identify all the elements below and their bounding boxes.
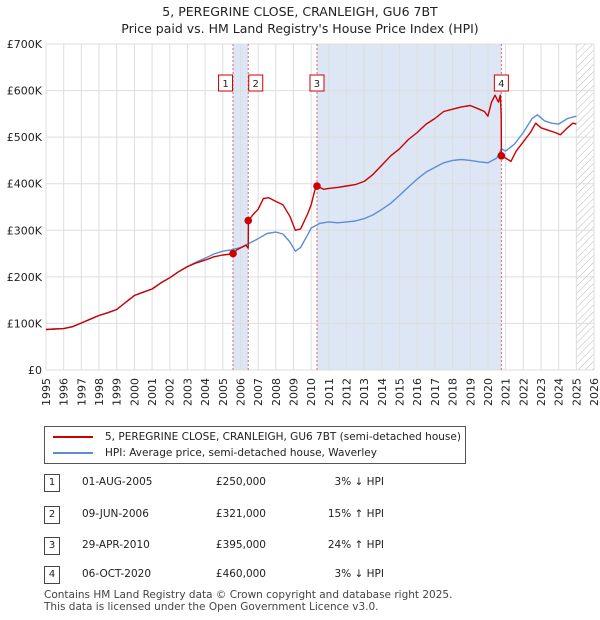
y-tick-label: £100K	[7, 317, 43, 330]
transaction-price: £460,000	[215, 568, 266, 580]
x-tick-label: 2021	[500, 378, 513, 406]
x-tick-label: 2016	[411, 378, 424, 406]
transaction-marker	[244, 216, 253, 225]
x-tick-label: 2007	[252, 378, 265, 406]
transaction-price: £321,000	[215, 508, 266, 520]
x-tick-label: 2012	[341, 378, 354, 406]
x-tick-label: 2019	[464, 378, 477, 406]
x-tick-label: 2024	[553, 378, 566, 406]
footer-copyright: Contains HM Land Registry data © Crown c…	[44, 589, 453, 601]
legend-item-hpi: HPI: Average price, semi-detached house,…	[53, 446, 377, 460]
transaction-date: 01-AUG-2005	[82, 476, 153, 488]
chart-title: 5, PEREGRINE CLOSE, CRANLEIGH, GU6 7BT	[162, 4, 438, 19]
transaction-hpi: 3% ↓ HPI	[334, 568, 384, 580]
ownership-shade	[316, 44, 502, 370]
y-tick-label: £400K	[7, 178, 43, 191]
transaction-box-label: 3	[314, 79, 320, 90]
future-hatch	[576, 44, 594, 370]
price-chart: £0 £100K £200K £300K £400K £500K £600K £700K 199…	[7, 38, 600, 406]
transaction-box-label: 2	[253, 79, 259, 90]
x-tick-label: 2015	[394, 378, 407, 406]
legend-swatch-property	[53, 436, 93, 438]
y-tick-label: £600K	[7, 85, 43, 98]
x-tick-label: 2014	[376, 378, 389, 406]
footer-license: This data is licensed under the Open Gov…	[44, 601, 379, 613]
x-tick-label: 2010	[305, 378, 318, 406]
transaction-number: 3	[44, 537, 60, 555]
x-tick-label: 1997	[75, 378, 88, 406]
transaction-hpi: 24% ↑ HPI	[327, 539, 384, 551]
y-tick-label: £700K	[7, 38, 43, 51]
legend-label-property: 5, PEREGRINE CLOSE, CRANLEIGH, GU6 7BT (…	[105, 431, 461, 443]
x-tick-label: 2018	[447, 378, 460, 406]
transaction-box-label: 1	[222, 79, 228, 90]
y-tick-label: £300K	[7, 224, 43, 237]
x-tick-label: 2013	[358, 378, 371, 406]
transaction-box	[309, 74, 325, 92]
x-tick-label: 1995	[40, 378, 53, 406]
transaction-date: 06-OCT-2020	[82, 568, 151, 580]
x-tick-label: 2020	[482, 378, 495, 406]
x-tick-label: 1996	[58, 378, 71, 406]
transaction-date: 09-JUN-2006	[82, 508, 149, 520]
y-tick-label: £500K	[7, 131, 43, 144]
footer: Contains HM Land Registry data © Crown c…	[44, 589, 452, 613]
transaction-marker	[313, 182, 321, 190]
transaction-marker	[497, 151, 506, 160]
transaction-box	[493, 74, 509, 92]
chart-legend: 5, PEREGRINE CLOSE, CRANLEIGH, GU6 7BT (…	[44, 426, 466, 464]
transaction-price: £395,000	[215, 539, 266, 551]
x-tick-label: 2009	[287, 378, 300, 406]
transaction-number: 1	[44, 474, 60, 492]
x-tick-label: 2002	[164, 378, 177, 406]
transaction-row: 1 01-AUG-2005 £250,000 3% ↓ HPI	[44, 474, 484, 492]
transaction-box-label: 4	[498, 79, 504, 90]
y-tick-label: £200K	[7, 271, 43, 284]
x-tick-label: 2011	[323, 378, 336, 406]
x-tick-label: 2004	[199, 378, 212, 406]
transaction-row: 3 29-APR-2010 £395,000 24% ↑ HPI	[44, 537, 484, 555]
transaction-price: £250,000	[215, 476, 266, 488]
x-tick-label: 2005	[217, 378, 230, 406]
transaction-date: 29-APR-2010	[82, 539, 150, 551]
legend-swatch-hpi	[53, 452, 93, 454]
legend-item-property: 5, PEREGRINE CLOSE, CRANLEIGH, GU6 7BT (…	[53, 430, 461, 444]
transaction-number: 2	[44, 506, 60, 524]
transaction-box	[248, 74, 264, 92]
x-tick-label: 2008	[270, 378, 283, 406]
chart-subtitle: Price paid vs. HM Land Registry's House …	[121, 21, 479, 36]
transaction-row: 4 06-OCT-2020 £460,000 3% ↓ HPI	[44, 566, 484, 584]
transaction-hpi: 15% ↑ HPI	[327, 508, 384, 520]
x-tick-label: 2023	[535, 378, 548, 406]
transaction-number: 4	[44, 566, 60, 584]
legend-label-hpi: HPI: Average price, semi-detached house,…	[105, 447, 377, 459]
x-tick-label: 2026	[588, 378, 600, 406]
x-tick-label: 2017	[429, 378, 442, 406]
x-tick-label: 2000	[128, 378, 141, 406]
x-tick-label: 2022	[517, 378, 530, 406]
transaction-marker	[229, 249, 237, 258]
x-tick-label: 2003	[181, 378, 194, 406]
x-tick-label: 2025	[570, 378, 583, 406]
transaction-row: 2 09-JUN-2006 £321,000 15% ↑ HPI	[44, 506, 484, 524]
x-tick-label: 2006	[234, 378, 247, 406]
transaction-hpi: 3% ↓ HPI	[334, 476, 384, 488]
x-tick-label: 2001	[146, 378, 159, 406]
transaction-box	[218, 74, 234, 92]
x-tick-label: 1999	[111, 378, 124, 406]
y-tick-label: £0	[28, 364, 42, 377]
x-tick-label: 1998	[93, 378, 106, 406]
